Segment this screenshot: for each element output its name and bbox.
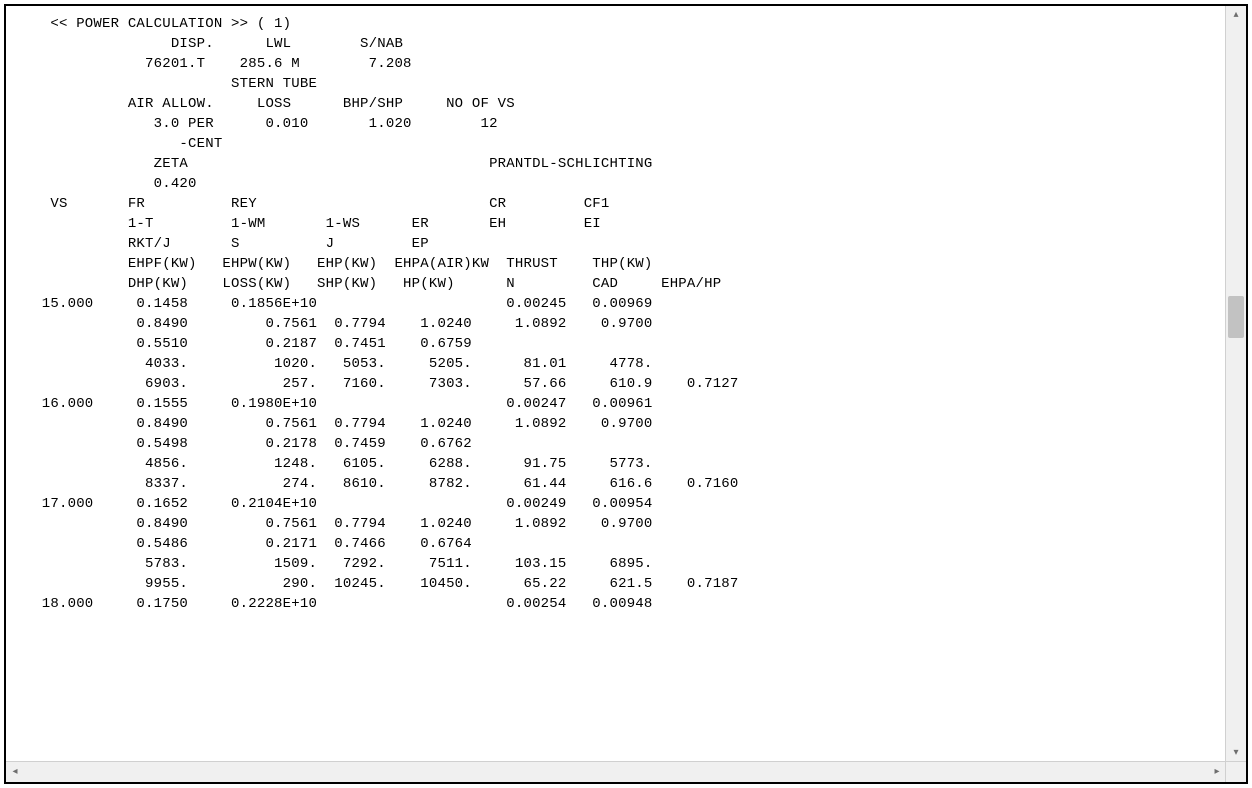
vertical-scrollbar[interactable]: ▴ ▾ xyxy=(1225,6,1246,762)
horizontal-scrollbar[interactable]: ◂ ▸ xyxy=(6,761,1226,782)
scrollbar-corner xyxy=(1225,761,1246,782)
scroll-up-arrow-icon[interactable]: ▴ xyxy=(1226,6,1246,24)
report-viewport: << POWER CALCULATION >> ( 1) DISP. LWL S… xyxy=(8,8,1224,760)
scroll-left-arrow-icon[interactable]: ◂ xyxy=(6,762,24,782)
scroll-down-arrow-icon[interactable]: ▾ xyxy=(1226,744,1246,762)
scroll-right-arrow-icon[interactable]: ▸ xyxy=(1208,762,1226,782)
power-calculation-report: << POWER CALCULATION >> ( 1) DISP. LWL S… xyxy=(8,8,1224,620)
vertical-scrollbar-thumb[interactable] xyxy=(1228,296,1244,338)
output-frame: << POWER CALCULATION >> ( 1) DISP. LWL S… xyxy=(4,4,1248,784)
